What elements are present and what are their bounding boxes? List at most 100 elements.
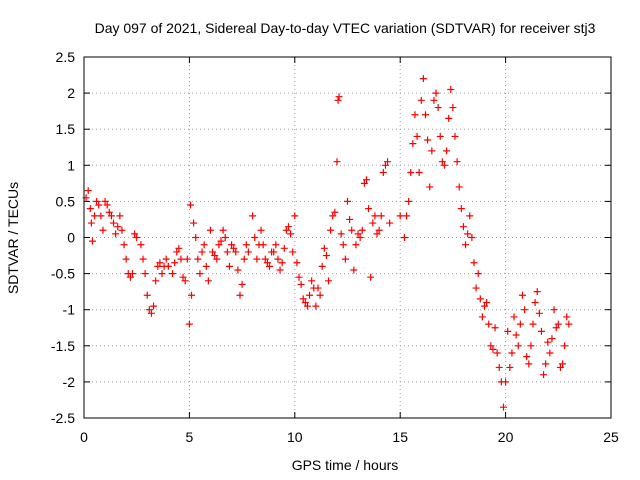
data-point — [158, 270, 166, 278]
data-point — [234, 266, 242, 274]
data-point — [537, 327, 545, 335]
data-point — [523, 353, 531, 361]
data-point — [438, 158, 446, 166]
data-point — [565, 320, 573, 328]
data-point — [289, 248, 297, 256]
data-point — [87, 219, 95, 227]
data-point — [318, 262, 326, 270]
data-point — [550, 306, 558, 314]
data-point — [185, 320, 193, 328]
data-point — [413, 132, 421, 140]
data-point — [561, 342, 569, 350]
data-point — [348, 226, 356, 234]
data-point — [202, 262, 210, 270]
data-point — [141, 270, 149, 278]
grid — [84, 57, 611, 418]
x-tick-label: 0 — [80, 429, 88, 445]
data-point — [217, 237, 225, 245]
data-point — [350, 266, 358, 274]
data-point — [533, 288, 541, 296]
data-point — [179, 273, 187, 281]
data-point — [474, 270, 482, 278]
data-point — [546, 349, 554, 357]
data-point — [213, 255, 221, 263]
data-point — [521, 306, 529, 314]
data-point — [150, 302, 158, 310]
data-point — [411, 111, 419, 119]
data-point — [238, 280, 246, 288]
data-point — [183, 255, 191, 263]
data-point — [261, 255, 269, 263]
data-point — [554, 320, 562, 328]
data-point — [495, 363, 503, 371]
data-point — [527, 342, 535, 350]
data-point — [196, 270, 204, 278]
data-point — [128, 270, 136, 278]
data-point — [504, 327, 512, 335]
data-point — [407, 169, 415, 177]
data-point — [405, 197, 413, 205]
x-tick-label: 10 — [287, 429, 303, 445]
data-point — [341, 255, 349, 263]
data-point — [232, 248, 240, 256]
data-point — [491, 324, 499, 332]
data-point — [440, 161, 448, 169]
data-point — [333, 158, 341, 166]
data-point — [489, 345, 497, 353]
data-point — [434, 104, 442, 112]
data-point — [200, 241, 208, 249]
data-point — [381, 161, 389, 169]
x-axis-label: GPS time / hours — [292, 457, 399, 473]
data-point — [529, 320, 537, 328]
data-point — [466, 212, 474, 220]
data-point — [147, 309, 155, 317]
data-point — [316, 291, 324, 299]
data-point — [122, 255, 130, 263]
data-point — [542, 360, 550, 368]
data-point — [449, 104, 457, 112]
data-point — [171, 259, 179, 267]
data-point — [270, 248, 278, 256]
data-point — [499, 403, 507, 411]
data-points — [82, 75, 573, 411]
data-point — [502, 378, 510, 386]
data-point — [110, 219, 118, 227]
data-point — [506, 363, 514, 371]
data-point — [93, 197, 101, 205]
data-point — [362, 176, 370, 184]
data-point — [320, 244, 328, 252]
data-point — [459, 223, 467, 231]
data-point — [531, 298, 539, 306]
data-point — [211, 252, 219, 260]
data-point — [432, 89, 440, 97]
data-point — [225, 262, 233, 270]
y-tick-label: -0.5 — [51, 266, 75, 282]
data-point — [276, 266, 284, 274]
data-point — [421, 111, 429, 119]
data-point — [242, 241, 250, 249]
data-point — [485, 320, 493, 328]
data-point — [291, 212, 299, 220]
data-point — [175, 244, 183, 252]
data-point — [457, 205, 465, 213]
data-point — [137, 241, 145, 249]
data-point — [556, 363, 564, 371]
y-tick-label: 1 — [67, 157, 75, 173]
data-point — [447, 85, 455, 93]
data-point — [327, 226, 335, 234]
data-point — [455, 183, 463, 191]
data-point — [540, 371, 548, 379]
data-point — [563, 313, 571, 321]
data-point — [228, 241, 236, 249]
data-point — [367, 273, 375, 281]
data-point — [373, 230, 381, 238]
data-point — [284, 223, 292, 231]
data-point — [223, 248, 231, 256]
data-point — [508, 349, 516, 357]
data-point — [240, 255, 248, 263]
data-point — [470, 259, 478, 267]
data-point — [559, 360, 567, 368]
data-point — [358, 226, 366, 234]
data-point — [278, 259, 286, 267]
